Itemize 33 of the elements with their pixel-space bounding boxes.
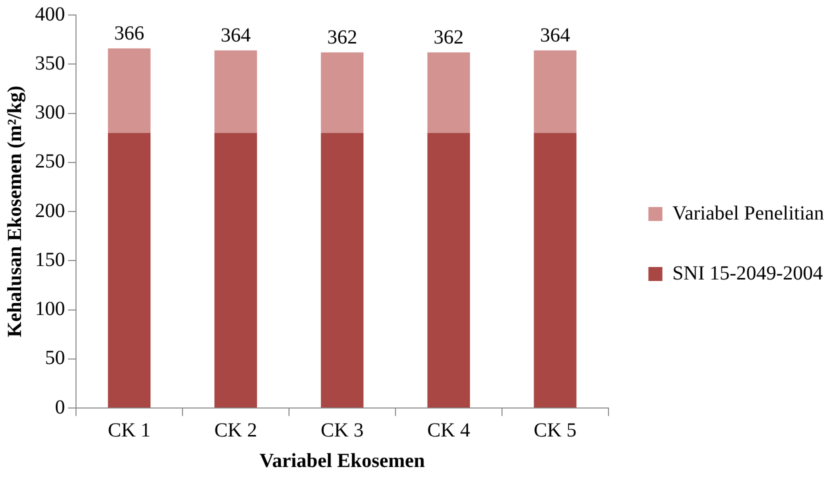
x-tick-label: CK 3 xyxy=(320,419,364,442)
bar xyxy=(320,52,364,133)
bar xyxy=(534,50,576,133)
total-label: 364 xyxy=(540,24,570,47)
y-tick-label: 250 xyxy=(35,150,65,173)
y-tick-label: 150 xyxy=(35,248,65,271)
bar xyxy=(427,52,470,133)
bar xyxy=(214,132,258,408)
total-label: 362 xyxy=(327,26,358,49)
bar xyxy=(427,132,470,408)
y-tick-label: 400 xyxy=(35,3,65,26)
x-tick-label: CK 5 xyxy=(534,419,577,442)
legend-label: SNI 15-2049-2004 xyxy=(672,262,823,284)
y-tick-label: 350 xyxy=(35,52,65,74)
y-axis-title: Kehalusan Ekosemen (m²/kg) xyxy=(4,86,26,338)
total-label: 364 xyxy=(220,24,251,47)
y-tick-label: 0 xyxy=(55,396,65,418)
x-tick-label: CK 2 xyxy=(214,419,258,442)
bar xyxy=(108,48,151,133)
x-tick-label: CK 4 xyxy=(427,419,470,442)
y-tick-label: 100 xyxy=(35,298,65,320)
total-label: 366 xyxy=(114,22,144,45)
y-tick-label: 300 xyxy=(35,102,65,124)
bar xyxy=(320,132,364,408)
legend-label: Variabel Penelitian xyxy=(672,202,824,224)
bar xyxy=(214,50,258,133)
total-label: 362 xyxy=(434,26,464,49)
x-axis-title: Variabel Ekosemen xyxy=(260,450,425,472)
bar xyxy=(534,132,576,408)
bar xyxy=(108,132,151,408)
x-tick-label: CK 1 xyxy=(108,419,151,442)
y-tick-label: 200 xyxy=(35,200,65,222)
y-tick-label: 50 xyxy=(45,347,65,370)
